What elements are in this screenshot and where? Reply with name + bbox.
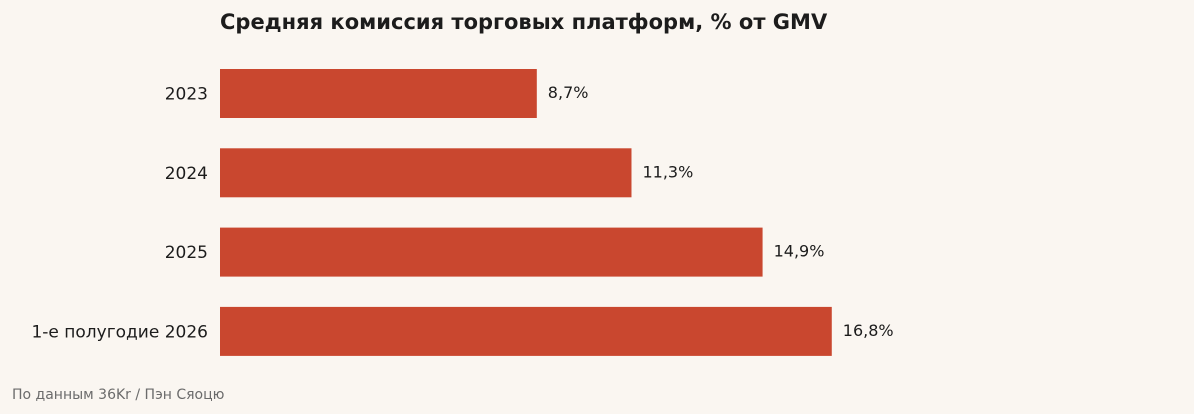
value-label: 11,3% xyxy=(642,162,693,181)
category-label: 2025 xyxy=(165,243,208,263)
source-note: По данным 36Kr / Пэн Сяоцю xyxy=(12,387,225,403)
category-label: 2023 xyxy=(165,85,208,105)
value-label: 8,7% xyxy=(548,83,589,102)
bar xyxy=(220,148,632,198)
category-label: 2024 xyxy=(165,164,208,184)
bar xyxy=(220,306,832,356)
value-label: 14,9% xyxy=(774,242,825,261)
value-label: 16,8% xyxy=(843,321,894,340)
category-labels: 2023 2024 2025 1-е полугодие 2026 xyxy=(31,85,208,343)
value-labels: 8,7% 11,3% 14,9% 16,8% xyxy=(548,83,894,340)
bars-layer xyxy=(220,69,832,356)
chart-title: Средняя комиссия торговых платформ, % от… xyxy=(220,10,828,34)
bar xyxy=(220,69,537,118)
category-label: 1-е полугодие 2026 xyxy=(31,322,208,342)
bar xyxy=(220,227,763,277)
